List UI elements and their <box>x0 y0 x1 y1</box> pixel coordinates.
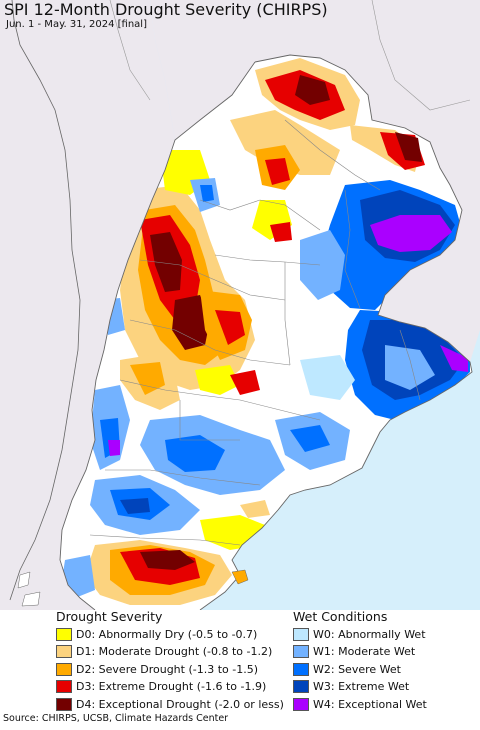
drought-legend-item: D2: Severe Drought (-1.3 to -1.5) <box>56 661 258 677</box>
map-title: SPI 12-Month Drought Severity (CHIRPS) <box>4 0 328 19</box>
wet-legend-item: W2: Severe Wet <box>293 661 401 677</box>
drought-swatch <box>56 697 72 711</box>
drought-legend-item: D0: Abnormally Dry (-0.5 to -0.7) <box>56 626 257 642</box>
drought-map <box>0 0 480 610</box>
drought-legend-label: D2: Severe Drought (-1.3 to -1.5) <box>76 662 259 676</box>
drought-legend-title: Drought Severity <box>56 609 163 624</box>
province-borders <box>89 119 421 546</box>
wet-legend-item: W0: Abnormally Wet <box>293 626 426 642</box>
drought-swatch <box>56 627 72 641</box>
drought-legend-label: D1: Moderate Drought (-0.8 to -1.2) <box>76 645 273 658</box>
wet-legend-item: W1: Moderate Wet <box>293 644 415 660</box>
wet-legend-label: W1: Moderate Wet <box>313 645 416 658</box>
drought-swatch <box>56 680 72 693</box>
neighbor-land-north <box>150 0 480 362</box>
wet-legend-item: W4: Exceptional Wet <box>293 696 427 712</box>
drought-legend-item: D1: Moderate Drought (-0.8 to -1.2) <box>56 644 272 660</box>
drought-legend-item: D3: Extreme Drought (-1.6 to -1.9) <box>56 679 266 695</box>
wet-swatch <box>293 662 309 676</box>
wet-legend-item: W3: Extreme Wet <box>293 679 409 695</box>
drought-swatch <box>56 645 72 658</box>
drought-legend-item: D4: Exceptional Drought (-2.0 or less) <box>56 696 284 712</box>
wet-legend-label: W3: Extreme Wet <box>313 680 410 693</box>
wet-legend-title: Wet Conditions <box>293 609 388 624</box>
country-outline <box>59 54 473 610</box>
drought-legend-label: D0: Abnormally Dry (-0.5 to -0.7) <box>76 627 258 641</box>
wet-legend-label: W4: Exceptional Wet <box>313 697 427 711</box>
neighbor-land-west <box>0 0 175 610</box>
wet-legend-label: W0: Abnormally Wet <box>313 627 426 641</box>
drought-legend-label: D4: Exceptional Drought (-2.0 or less) <box>76 697 284 711</box>
wet-swatch <box>293 645 309 658</box>
map-subtitle: Jun. 1 - May. 31, 2024 [final] <box>6 19 147 30</box>
source-credit: Source: CHIRPS, UCSB, Climate Hazards Ce… <box>3 713 229 724</box>
wet-swatch <box>293 680 309 693</box>
wet-swatch <box>293 697 309 711</box>
wet-swatch <box>293 627 309 641</box>
drought-swatch <box>56 662 72 676</box>
drought-legend-label: D3: Extreme Drought (-1.6 to -1.9) <box>76 680 267 693</box>
wet-legend-label: W2: Severe Wet <box>313 662 401 676</box>
